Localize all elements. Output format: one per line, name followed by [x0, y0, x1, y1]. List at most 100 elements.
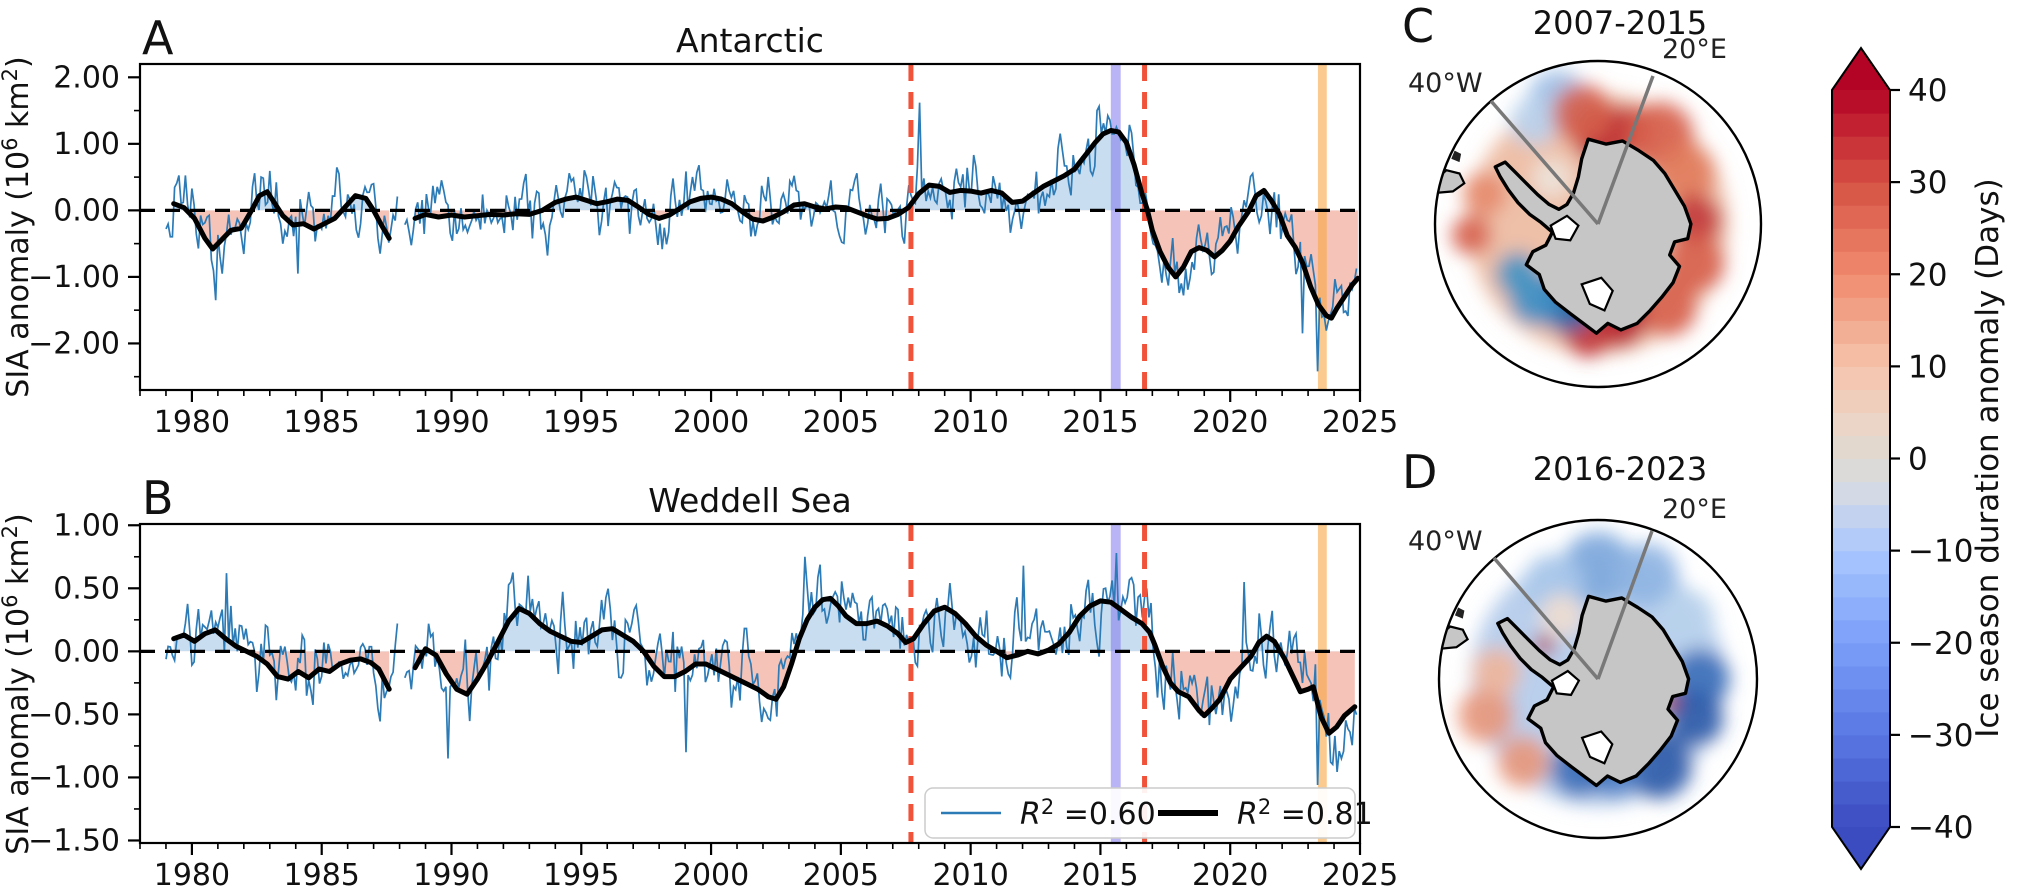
colorbar-tick-label: −10 — [1908, 534, 1973, 570]
map-c-letter: C — [1402, 0, 1434, 53]
sector-boundary-line — [1489, 99, 1600, 226]
map-d-lon-40w-label: 40°W — [1408, 526, 1483, 557]
colorbar-segment — [1832, 803, 1890, 828]
panel-b-letter: B — [142, 471, 174, 525]
colorbar-tick-label: −30 — [1908, 718, 1973, 754]
panel-b-title: Weddell Sea — [648, 481, 852, 520]
plot-area-B — [140, 524, 1360, 843]
axis-ticks: 1980 1985 1990 1995 2000 2005 2010 2015 2020 2025… — [28, 60, 1398, 440]
colorbar-segment — [1832, 527, 1890, 552]
x-tick-label: 2020 — [1192, 405, 1268, 440]
colorbar-segment — [1832, 297, 1890, 321]
y-tick-label: −0.50 — [28, 697, 120, 732]
y-tick-label: −1.00 — [28, 260, 120, 295]
x-tick-label: 1985 — [284, 405, 360, 440]
y-tick-label: −2.00 — [28, 326, 120, 361]
colorbar-segment — [1832, 642, 1890, 667]
panel-a-chart: 1980 1985 1990 1995 2000 2005 2010 2015 2020 2025… — [28, 60, 1398, 440]
colorbar-segment — [1832, 90, 1890, 114]
map-d — [1437, 518, 1759, 840]
south-america-tip — [1440, 625, 1470, 650]
colorbar-label: Ice season duration anomaly (Days) — [1970, 178, 2006, 737]
fill-negative-anomaly — [246, 651, 1355, 734]
ross-ice-shelf — [1580, 276, 1614, 312]
x-tick-label: 2025 — [1322, 858, 1398, 888]
x-tick-label: 1990 — [413, 858, 489, 888]
panel-a-title: Antarctic — [676, 21, 824, 60]
x-tick-label: 1980 — [154, 858, 230, 888]
y-tick-label: 0.00 — [53, 634, 120, 669]
monthly-anomaly-line — [165, 102, 1358, 372]
colorbar-segment — [1832, 412, 1890, 437]
map-c — [1433, 59, 1763, 389]
colorbar-segment — [1832, 619, 1890, 644]
colorbar-segment — [1832, 757, 1890, 782]
y-tick-label: 0.50 — [53, 571, 120, 606]
highlight-band-2023 — [1317, 64, 1327, 390]
map-c-title: 2007-2015 — [1533, 4, 1707, 42]
x-tick-label: 1990 — [413, 405, 489, 440]
x-tick-label: 1995 — [543, 858, 619, 888]
axis-ticks: 1980 1985 1990 1995 2000 2005 2010 2015 2020 2025… — [28, 508, 1398, 888]
x-tick-label: 2000 — [673, 405, 749, 440]
colorbar-segment — [1832, 665, 1890, 690]
x-tick-label: 1980 — [154, 405, 230, 440]
highlight-band-2015 — [1110, 524, 1121, 843]
panel-a-ylabel: SIA anomaly (106 km2) — [0, 56, 36, 397]
sector-boundary-line — [1596, 530, 1654, 680]
antarctica-landmass — [1496, 594, 1691, 788]
sector-boundary-line — [1596, 75, 1655, 225]
map-boundary-circle — [1437, 518, 1759, 840]
colorbar-segment — [1832, 343, 1890, 367]
sector-boundary-line — [1492, 556, 1600, 681]
colorbar-segment — [1832, 550, 1890, 575]
smoothed-anomaly-line — [171, 128, 1360, 321]
colorbar-segment — [1832, 780, 1890, 805]
x-tick-label: 2010 — [932, 405, 1008, 440]
ronne-ice-shelf — [1550, 669, 1581, 697]
legend-label-monthly: R2 =0.60 — [1020, 795, 1156, 832]
map-d-title: 2016-2023 — [1533, 450, 1707, 488]
colorbar-segment — [1832, 366, 1890, 391]
colorbar-tick-label: 10 — [1908, 349, 1947, 385]
y-tick-label: 1.00 — [53, 127, 120, 162]
y-tick-label: −1.50 — [28, 823, 120, 858]
colorbar-segment — [1832, 481, 1890, 506]
highlight-band-2023 — [1317, 524, 1327, 843]
panel-b-ylabel: SIA anomaly (106 km2) — [0, 513, 36, 854]
colorbar-tick-label: −40 — [1908, 810, 1973, 846]
colorbar-segment — [1832, 688, 1890, 713]
x-tick-label: 1985 — [284, 858, 360, 888]
colorbar-tick-label: 20 — [1908, 257, 1947, 293]
small-island — [1454, 607, 1465, 619]
colorbar-segment — [1832, 274, 1890, 298]
x-tick-label: 2020 — [1192, 858, 1268, 888]
legend-box — [924, 787, 1356, 839]
colorbar-arrow-over — [1832, 48, 1890, 90]
colorbar-segment — [1832, 734, 1890, 759]
colorbar-segment — [1832, 113, 1890, 137]
colorbar-tick-label: 40 — [1908, 73, 1947, 109]
colorbar-segment — [1832, 228, 1890, 252]
colorbar-tick-label: −20 — [1908, 626, 1973, 662]
colorbar-segment — [1832, 435, 1890, 460]
legend: R2 =0.60 R2 =0.81 — [924, 787, 1373, 839]
map-c-lon-20e-label: 20°E — [1662, 34, 1727, 65]
ronne-ice-shelf — [1549, 214, 1580, 242]
map-d-letter: D — [1402, 445, 1437, 499]
colorbar-segment — [1832, 205, 1890, 229]
plot-frame — [138, 62, 1362, 392]
colorbar-segment — [1832, 711, 1890, 736]
map-d-lon-20e-label: 20°E — [1662, 494, 1727, 525]
colorbar-segment — [1832, 573, 1890, 598]
x-tick-label: 2025 — [1322, 405, 1398, 440]
x-tick-label: 2000 — [673, 858, 749, 888]
colorbar-segment — [1832, 458, 1890, 483]
colorbar-segment — [1832, 596, 1890, 621]
x-tick-label: 2005 — [803, 405, 879, 440]
panel-b-chart: 1980 1985 1990 1995 2000 2005 2010 2015 2020 2025… — [28, 508, 1398, 888]
colorbar-segment — [1832, 504, 1890, 529]
y-tick-label: 0.00 — [53, 193, 120, 228]
